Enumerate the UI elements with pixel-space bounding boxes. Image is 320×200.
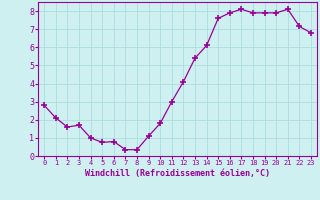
X-axis label: Windchill (Refroidissement éolien,°C): Windchill (Refroidissement éolien,°C) bbox=[85, 169, 270, 178]
